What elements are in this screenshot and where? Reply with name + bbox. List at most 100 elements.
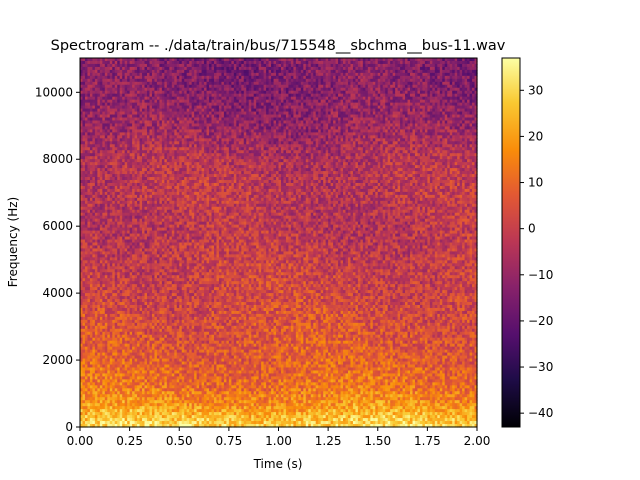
heatmap-cell <box>285 78 290 83</box>
heatmap-cell <box>253 81 257 86</box>
heatmap-cell <box>132 63 136 68</box>
heatmap-cell <box>360 75 364 80</box>
heatmap-cell <box>375 58 379 62</box>
heatmap-cell <box>189 58 193 62</box>
heatmap-cell <box>102 81 106 86</box>
heatmap-cell <box>432 60 436 65</box>
heatmap-cell <box>372 58 376 62</box>
heatmap-cell <box>298 81 302 86</box>
heatmap-cell <box>236 66 240 71</box>
heatmap-cell <box>407 63 411 68</box>
heatmap-cell <box>243 58 247 62</box>
heatmap-cell <box>87 66 91 71</box>
heatmap-cell <box>427 72 431 77</box>
heatmap-cell <box>340 72 344 77</box>
heatmap-cell <box>127 72 131 77</box>
heatmap-cell <box>151 75 156 80</box>
heatmap-cell <box>290 58 294 62</box>
heatmap-cell <box>82 58 86 62</box>
heatmap-cell <box>248 58 252 62</box>
heatmap-cell <box>367 84 371 89</box>
heatmap-cell <box>439 60 443 65</box>
heatmap-cell <box>144 58 148 62</box>
heatmap-cell <box>347 78 352 83</box>
heatmap-cell <box>186 60 190 65</box>
heatmap-cell <box>276 81 280 86</box>
heatmap-cell <box>422 84 426 89</box>
heatmap-cell <box>285 84 290 89</box>
heatmap-cell <box>400 60 404 65</box>
heatmap-cell <box>174 72 178 77</box>
heatmap-cell <box>439 78 443 83</box>
heatmap-cell <box>278 75 282 80</box>
heatmap-cell <box>397 66 401 71</box>
heatmap-cell <box>139 72 143 77</box>
heatmap-cell <box>310 72 314 77</box>
heatmap-cell <box>402 66 406 71</box>
heatmap-cell <box>181 63 185 68</box>
heatmap-cell <box>191 58 195 62</box>
heatmap-cell <box>343 58 347 62</box>
heatmap-cell <box>271 84 275 89</box>
heatmap-cell <box>355 78 359 83</box>
heatmap-cell <box>97 75 101 80</box>
heatmap-cell <box>390 75 394 80</box>
heatmap-cell <box>211 78 215 83</box>
heatmap-cell <box>432 72 436 77</box>
heatmap-cell <box>295 60 299 65</box>
heatmap-cell <box>243 78 247 83</box>
heatmap-cell <box>350 75 354 80</box>
heatmap-cell <box>469 84 473 89</box>
heatmap-cell <box>417 58 421 62</box>
heatmap-cell <box>437 78 441 83</box>
heatmap-cell <box>402 72 406 77</box>
heatmap-cell <box>236 78 240 83</box>
heatmap-cell <box>181 72 185 77</box>
heatmap-cell <box>392 75 396 80</box>
heatmap-cell <box>89 69 93 74</box>
heatmap-cell <box>333 72 337 77</box>
heatmap-cell <box>365 63 369 68</box>
heatmap-cell <box>117 75 121 80</box>
heatmap-cell <box>333 69 337 74</box>
heatmap-cell <box>199 84 203 89</box>
heatmap-cell <box>405 63 409 68</box>
heatmap-cell <box>385 78 389 83</box>
heatmap-cell <box>194 72 198 77</box>
heatmap-cell <box>87 69 91 74</box>
heatmap-cell <box>156 60 160 65</box>
heatmap-cell <box>248 63 252 68</box>
heatmap-cell <box>226 81 230 86</box>
heatmap-cell <box>462 69 466 74</box>
heatmap-cell <box>142 81 146 86</box>
heatmap-cell <box>357 75 361 80</box>
heatmap-cell <box>323 63 327 68</box>
heatmap-cell <box>293 58 297 62</box>
heatmap-cell <box>417 81 421 86</box>
heatmap-cell <box>467 69 471 74</box>
heatmap-cell <box>380 75 384 80</box>
heatmap-cell <box>370 78 374 83</box>
heatmap-cell <box>209 63 213 68</box>
heatmap-cell <box>256 72 260 77</box>
heatmap-cell <box>122 75 126 80</box>
heatmap-cell <box>298 69 302 74</box>
heatmap-cell <box>315 75 319 80</box>
heatmap-cell <box>246 69 250 74</box>
heatmap-cell <box>395 78 399 83</box>
heatmap-cell <box>228 69 232 74</box>
heatmap-cell <box>189 72 193 77</box>
heatmap-cell <box>357 63 361 68</box>
heatmap-cell <box>171 75 175 80</box>
heatmap-cell <box>112 63 116 68</box>
heatmap-cell <box>402 81 406 86</box>
heatmap-cell <box>283 58 287 62</box>
heatmap-cell <box>419 69 424 74</box>
heatmap-cell <box>459 58 463 62</box>
heatmap-cell <box>285 66 290 71</box>
heatmap-cell <box>343 81 347 86</box>
heatmap-cell <box>439 58 443 62</box>
heatmap-cell <box>223 60 227 65</box>
heatmap-cell <box>288 60 292 65</box>
heatmap-cell <box>419 63 424 68</box>
